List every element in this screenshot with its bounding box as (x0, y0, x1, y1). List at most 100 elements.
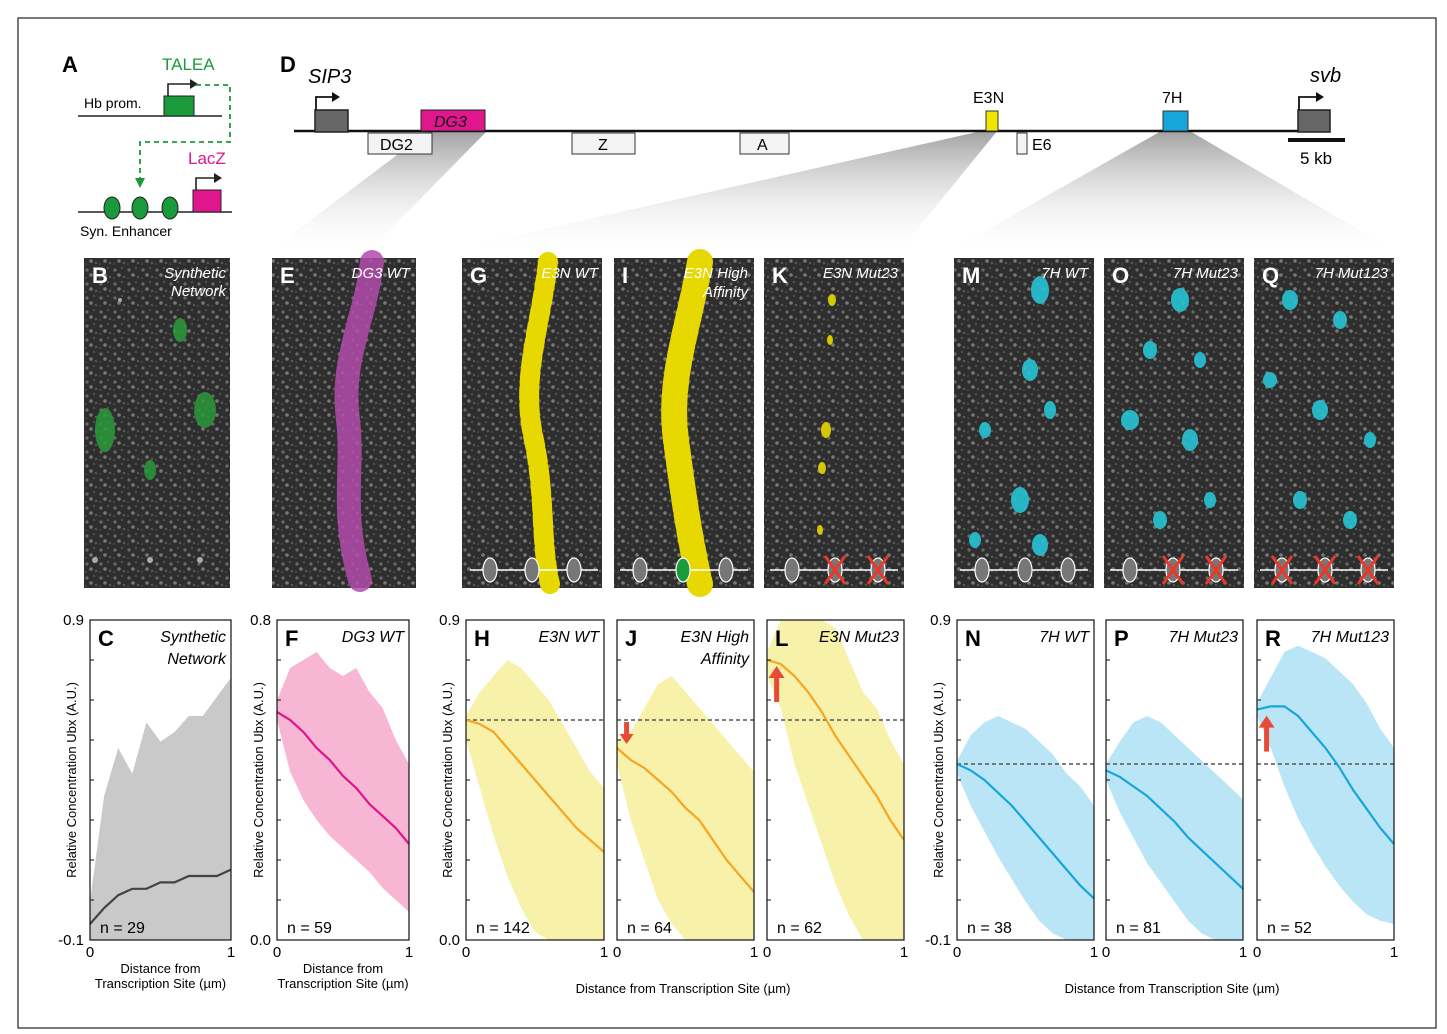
scale-bar-label: 5 kb (1300, 149, 1332, 168)
chart-C-xtick-label-1: 1 (227, 944, 235, 961)
image-O-title: 7H Mut23 (1173, 265, 1239, 282)
chart-H-title: E3N WT (539, 629, 601, 646)
svb-promoter-arrow (1298, 96, 1316, 110)
a-enhancer-box (739, 132, 790, 155)
xlabel-group-HL: Distance from Transcription Site (µm) (576, 981, 791, 996)
chart-H-ylabel: Relative Concentration Ubx (A.U.) (440, 682, 455, 878)
image-B (84, 258, 230, 588)
binding-site-oval-2 (131, 196, 149, 220)
chart-F-title: DG3 WT (342, 629, 405, 646)
chart-F-ylabel: Relative Concentration Ubx (A.U.) (251, 682, 266, 878)
chart-H-n-label: n = 142 (476, 920, 530, 937)
chart-P-band (1106, 716, 1243, 940)
chart-J-title-1: E3N High (681, 629, 750, 646)
chart-J-series-line (616, 747, 755, 893)
hb-promoter-arrowhead (190, 79, 198, 89)
image-M-site-2 (1017, 557, 1033, 583)
image-Q-mutation-x-3 (1356, 555, 1380, 585)
zoom-fan-dg3 (274, 130, 488, 248)
chart-F-n-label: n = 59 (287, 920, 332, 937)
zoom-fan-7h (955, 130, 1390, 248)
chart-N-panel-letter: N (965, 626, 981, 651)
panel-letter-B: B (92, 263, 108, 288)
chart-L-band (767, 620, 904, 940)
talea-label: TALEA (162, 55, 215, 74)
hb-prom-label: Hb prom. (84, 95, 142, 111)
image-I-title-line1: E3N High (684, 265, 748, 282)
chart-C-xlabel-1: Distance from (120, 961, 200, 976)
chart-H-series-line (465, 718, 605, 853)
chart-C-panel-letter: C (98, 626, 114, 651)
image-E-title: DG3 WT (352, 265, 412, 282)
chart-F-panel-letter: F (285, 626, 298, 651)
panel-letter-A: A (62, 52, 78, 77)
binding-site-oval-1 (103, 196, 121, 220)
a-label: A (757, 137, 768, 154)
image-I-title: E3N High Affinity (684, 265, 750, 301)
image-G-title: E3N WT (541, 265, 600, 282)
xlabel-group-NR: Distance from Transcription Site (µm) (1065, 981, 1280, 996)
chart-H-xtick-label-1: 1 (600, 944, 608, 961)
chart-L-panel-letter: L (775, 626, 788, 651)
chart-H-band (466, 660, 604, 940)
talea-gene-box (163, 95, 195, 117)
image-O-mutation-x-3 (1204, 555, 1228, 585)
image-K-mutation-x-2 (823, 555, 847, 585)
svb-label: svb (1310, 65, 1341, 87)
chart-C-title-1: Synthetic (160, 629, 226, 646)
panel-letter-K: K (772, 263, 788, 288)
talea-dashed-link (139, 84, 231, 180)
panel-letter-Q: Q (1262, 263, 1279, 288)
image-O-mutation-x-2 (1161, 555, 1185, 585)
syn-enhancer-label: Syn. Enhancer (80, 223, 172, 239)
lacz-gene-box (192, 189, 222, 213)
chart-P-xtick-label-1: 1 (1239, 944, 1247, 961)
image-K-site-1 (784, 557, 800, 583)
chart-F-xlabel-1: Distance from (303, 961, 383, 976)
panel-letter-G: G (470, 263, 487, 288)
chart-L-xtick-label-0: 0 (763, 944, 771, 961)
image-K-title: E3N Mut23 (823, 265, 899, 282)
chart-F-xtick-label-0: 0 (273, 944, 281, 961)
image-Q-mutation-x-1 (1270, 555, 1294, 585)
dg2-enhancer-box (367, 132, 433, 155)
chart-J-xtick-label-0: 0 (613, 944, 621, 961)
chart-F-band (277, 652, 409, 912)
7h-enhancer-box (1162, 110, 1189, 132)
zoom-fan-e3n (460, 130, 998, 248)
chart-N-title: 7H WT (1039, 629, 1090, 646)
image-B-title: Synthetic Network (164, 265, 227, 300)
chart-C-band (90, 677, 231, 940)
image-Q-title: 7H Mut123 (1315, 265, 1389, 282)
sip3-gene-box (314, 109, 349, 133)
chart-N-ylabel: Relative Concentration Ubx (A.U.) (931, 682, 946, 878)
chart-N-xtick-label-0: 0 (953, 944, 961, 961)
chart-F-xlabel-2: Transcription Site (µm) (277, 976, 408, 991)
panel-letter-M: M (962, 263, 980, 288)
chart-J-title-2: Affinity (700, 651, 750, 668)
chart-N-ytick-label-bottom: -0.1 (925, 932, 951, 949)
image-B-title-line1: Synthetic (164, 265, 226, 282)
chart-H-ytick-label-top: 0.9 (439, 612, 460, 629)
chart-P-panel-letter: P (1114, 626, 1129, 651)
image-G-site-2 (524, 557, 540, 583)
chart-N-n-label: n = 38 (967, 920, 1012, 937)
dg3-enhancer-box (420, 109, 486, 132)
e3n-enhancer-box (985, 110, 999, 132)
chart-C-n-label: n = 29 (100, 920, 145, 937)
z-enhancer-box (571, 132, 636, 155)
chart-L-xtick-label-1: 1 (900, 944, 908, 961)
chart-C-xlabel-2: Transcription Site (µm) (95, 976, 226, 991)
z-label: Z (598, 137, 608, 154)
chart-F-ytick-label-top: 0.8 (250, 612, 271, 629)
svb-gene-box (1297, 109, 1331, 133)
image-M-site-1 (974, 557, 990, 583)
lacz-promoter-arrow (195, 177, 214, 190)
7h-label: 7H (1162, 90, 1182, 107)
e6-enhancer-box (1016, 132, 1028, 155)
chart-L-arrow-up-head (768, 666, 785, 678)
chart-J-arrow-down-head (619, 734, 634, 744)
panel-letter-E: E (280, 263, 295, 288)
chart-C-xtick-label-0: 0 (86, 944, 94, 961)
